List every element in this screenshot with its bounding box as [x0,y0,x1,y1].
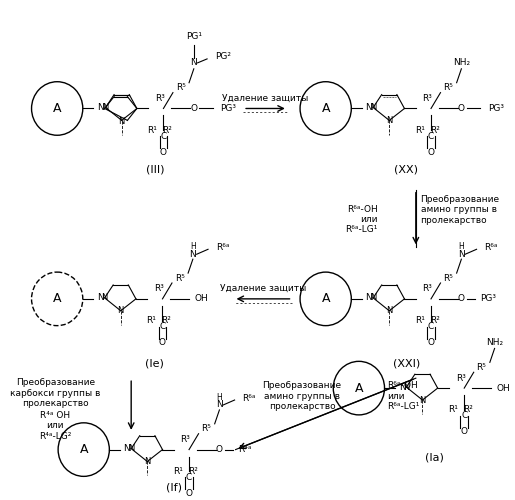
Text: N: N [216,400,223,409]
Text: R²: R² [188,467,198,476]
Text: R⁵: R⁵ [476,363,487,372]
Text: Преобразование
амино группы в
пролекарство: Преобразование амино группы в пролекарст… [421,194,500,224]
Text: N: N [458,250,465,258]
Text: (Ia): (Ia) [425,452,444,462]
Text: R⁵: R⁵ [201,424,211,434]
Text: A: A [321,292,330,306]
Text: C: C [461,412,467,420]
Text: PG³: PG³ [220,104,236,113]
Text: C: C [428,132,434,140]
Text: A: A [53,292,61,306]
Text: O: O [216,445,223,454]
Text: OH: OH [195,294,209,304]
Text: NH₂: NH₂ [486,338,503,347]
Text: N: N [144,457,150,466]
Text: N: N [370,294,376,302]
Text: R⁵: R⁵ [175,274,185,282]
Text: N: N [97,103,104,112]
Text: O: O [458,294,465,304]
Text: R¹: R¹ [415,316,424,325]
Text: R⁶ᵃ-OH
или
R⁶ᵃ-LG¹: R⁶ᵃ-OH или R⁶ᵃ-LG¹ [346,204,378,234]
Text: (XX): (XX) [394,165,418,175]
Text: R¹: R¹ [448,406,458,414]
Text: R¹: R¹ [173,467,183,476]
Text: N: N [399,382,405,392]
Text: O: O [159,338,166,347]
Text: N: N [117,306,124,316]
Text: N: N [366,294,372,302]
Text: Преобразование
карбокси группы в
пролекарство: Преобразование карбокси группы в пролека… [10,378,100,408]
Text: R¹: R¹ [147,126,157,135]
Text: (Ie): (Ie) [145,358,164,368]
Text: O: O [185,488,193,498]
Text: NH₂: NH₂ [453,58,470,68]
Text: N: N [366,103,372,112]
Text: N: N [128,444,134,453]
Text: O: O [191,104,197,113]
Text: N: N [102,103,109,112]
Text: C: C [160,132,166,140]
Text: R⁶ᵃ: R⁶ᵃ [242,394,255,402]
Text: (XXI): (XXI) [393,358,420,368]
Text: R⁵: R⁵ [176,83,185,92]
Text: A: A [321,102,330,115]
Text: PG²: PG² [215,52,231,62]
Text: R⁴ᵃ: R⁴ᵃ [238,445,252,454]
Text: R⁵: R⁵ [443,83,453,92]
Text: R²: R² [162,126,172,135]
Text: PG¹: PG¹ [186,32,202,41]
Text: H: H [458,242,464,251]
Text: Удаление защиты: Удаление защиты [220,284,306,293]
Text: R¹: R¹ [146,316,156,325]
Text: R¹: R¹ [415,126,424,135]
Text: N: N [124,444,130,453]
Text: OH: OH [496,384,510,392]
Text: N: N [386,306,392,316]
Text: N: N [190,250,196,258]
Text: R³: R³ [422,284,433,294]
Text: N: N [419,396,426,404]
Text: A: A [355,382,363,394]
Text: N: N [386,116,392,125]
Text: O: O [461,427,468,436]
Text: R³: R³ [422,94,433,103]
Text: (III): (III) [146,165,164,175]
Text: PG³: PG³ [480,294,496,304]
Text: R⁶ᵃ-OH
или
R⁶ᵃ-LG¹: R⁶ᵃ-OH или R⁶ᵃ-LG¹ [387,381,420,411]
Text: H: H [190,242,196,251]
Text: R³: R³ [456,374,466,382]
Text: R²: R² [430,316,440,325]
Text: PG³: PG³ [488,104,504,113]
Text: R³: R³ [154,284,164,294]
Text: A: A [53,102,61,115]
Text: R³: R³ [181,435,191,444]
Text: R²: R² [430,126,440,135]
Text: R²: R² [463,406,473,414]
Text: (If): (If) [166,482,182,492]
Text: C: C [186,473,192,482]
Text: R²: R² [161,316,171,325]
Text: N: N [118,117,125,126]
Text: C: C [428,322,434,331]
Text: O: O [427,338,435,347]
Text: Удаление защиты: Удаление защиты [222,94,308,102]
Text: N: N [191,58,197,68]
Text: N: N [403,382,409,392]
Text: A: A [79,443,88,456]
Text: C: C [159,322,166,331]
Text: N: N [370,103,376,112]
Text: N: N [97,294,104,302]
Text: R⁶ᵃ: R⁶ᵃ [484,243,497,252]
Text: O: O [160,148,167,156]
Text: R⁵: R⁵ [443,274,453,282]
Text: Преобразование
амино группы в
пролекарство: Преобразование амино группы в пролекарст… [263,381,341,411]
Text: O: O [458,104,465,113]
Text: R⁴ᵃ OH
или
R⁴ᵃ-LG²: R⁴ᵃ OH или R⁴ᵃ-LG² [39,411,72,440]
Text: O: O [427,148,435,156]
Text: H: H [216,392,222,402]
Text: R⁶ᵃ: R⁶ᵃ [216,243,229,252]
Text: R³: R³ [155,94,165,103]
Text: N: N [101,294,108,302]
